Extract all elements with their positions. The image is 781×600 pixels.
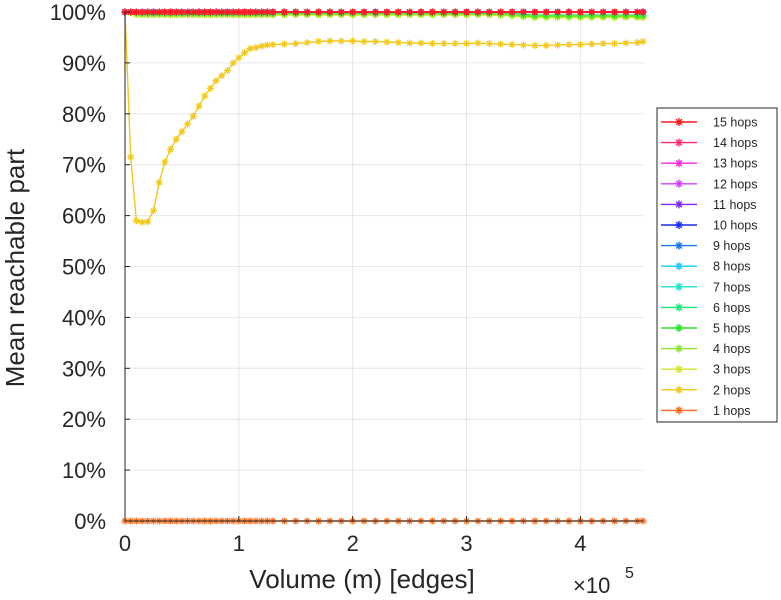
y-tick-label: 90% bbox=[62, 51, 106, 76]
legend-label: 9 hops bbox=[713, 239, 751, 253]
x-tick-label: 0 bbox=[119, 531, 131, 556]
y-tick-label: 100% bbox=[50, 0, 106, 25]
legend-swatch-marker bbox=[675, 262, 683, 271]
legend-swatch-marker bbox=[675, 344, 683, 353]
legend-label: 14 hops bbox=[713, 136, 757, 150]
legend-entry-7-hops: 7 hops bbox=[661, 280, 751, 294]
y-ticks: 0% 10% 20% 30% 40% 50% 60% 70% 80% 90% 100% bbox=[50, 0, 130, 534]
y-tick-label: 10% bbox=[62, 458, 106, 483]
legend-label: 13 hops bbox=[713, 157, 757, 171]
legend-swatch-marker bbox=[675, 303, 683, 312]
legend-label: 12 hops bbox=[713, 177, 757, 191]
legend-label: 6 hops bbox=[713, 301, 751, 315]
y-tick-label: 70% bbox=[62, 153, 106, 178]
legend-label: 5 hops bbox=[713, 322, 751, 336]
legend-entry-13-hops: 13 hops bbox=[661, 157, 757, 171]
legend-entry-15-hops: 15 hops bbox=[661, 116, 757, 130]
x-multiplier-exponent: 5 bbox=[625, 565, 634, 582]
legend-label: 11 hops bbox=[713, 198, 757, 212]
legend-swatch-marker bbox=[675, 179, 683, 188]
legend-swatch-marker bbox=[675, 365, 683, 374]
legend-swatch-marker bbox=[675, 200, 683, 209]
legend-label: 2 hops bbox=[713, 383, 751, 397]
legend-entry-3-hops: 3 hops bbox=[661, 363, 751, 377]
y-tick-label: 80% bbox=[62, 102, 106, 127]
legend-label: 10 hops bbox=[713, 219, 757, 233]
legend-label: 8 hops bbox=[713, 260, 751, 274]
legend-entry-1-hops: 1 hops bbox=[661, 404, 751, 418]
legend-entry-14-hops: 14 hops bbox=[661, 136, 757, 150]
x-tick-label: 4 bbox=[574, 531, 586, 556]
legend-label: 7 hops bbox=[713, 280, 751, 294]
legend-entry-2-hops: 2 hops bbox=[661, 383, 751, 397]
legend-label: 1 hops bbox=[713, 404, 751, 418]
legend-entry-8-hops: 8 hops bbox=[661, 260, 751, 274]
y-tick-label: 40% bbox=[62, 305, 106, 330]
y-tick-label: 30% bbox=[62, 356, 106, 381]
x-tick-label: 3 bbox=[460, 531, 472, 556]
legend-entry-9-hops: 9 hops bbox=[661, 239, 751, 253]
legend-entry-4-hops: 4 hops bbox=[661, 342, 751, 356]
x-ticks: 0 1 2 3 4 bbox=[119, 516, 587, 556]
legend-swatch-marker bbox=[675, 406, 683, 415]
x-tick-label: 1 bbox=[233, 531, 245, 556]
legend-swatch-marker bbox=[675, 385, 683, 394]
legend-label: 15 hops bbox=[713, 116, 757, 130]
legend-entry-6-hops: 6 hops bbox=[661, 301, 751, 315]
legend-entry-10-hops: 10 hops bbox=[661, 219, 757, 233]
legend-swatch-marker bbox=[675, 118, 683, 126]
legend-entry-12-hops: 12 hops bbox=[661, 177, 757, 191]
legend-entry-5-hops: 5 hops bbox=[661, 322, 751, 336]
y-tick-label: 20% bbox=[62, 407, 106, 432]
y-tick-label: 50% bbox=[62, 255, 106, 280]
legend-label: 3 hops bbox=[713, 363, 751, 377]
legend: 15 hops 14 hops 13 hops 12 hops 11 hops 10 ho… bbox=[656, 107, 778, 423]
y-axis-title: Mean reachable part bbox=[0, 148, 30, 387]
legend-entry-11-hops: 11 hops bbox=[661, 198, 757, 212]
y-tick-label: 0% bbox=[74, 509, 106, 534]
x-tick-label: 2 bbox=[347, 531, 359, 556]
x-axis-title: Volume (m) [edges] bbox=[249, 564, 474, 594]
x-multiplier-base: ×10 bbox=[573, 573, 610, 598]
legend-swatch-marker bbox=[675, 324, 683, 332]
legend-label: 4 hops bbox=[713, 342, 751, 356]
legend-swatch-marker bbox=[675, 138, 683, 147]
legend-swatch-marker bbox=[675, 159, 683, 168]
x-multiplier: ×10 5 bbox=[573, 565, 634, 598]
series-15-hops bbox=[121, 8, 647, 16]
legend-swatch-marker bbox=[675, 221, 683, 229]
legend-swatch-marker bbox=[675, 241, 683, 250]
legend-swatch-marker bbox=[675, 282, 683, 291]
y-tick-label: 60% bbox=[62, 204, 106, 229]
